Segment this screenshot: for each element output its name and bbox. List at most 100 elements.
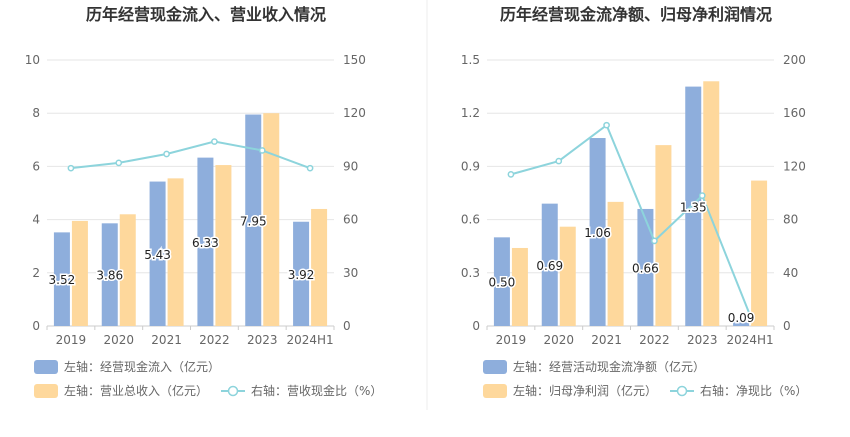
chart1-category-label: 2021 [151,333,182,347]
chart1-left-tick-label: 0 [32,319,40,333]
chart1-category-label: 2022 [199,333,230,347]
chart1-right-tick-label: 90 [343,159,358,173]
chart2-line-point [698,192,706,200]
chart2-category-label: 2021 [591,333,622,347]
chart1-legend-swatch [34,384,58,398]
chart1-line-point [163,150,170,158]
chart1-right-tick-label: 30 [343,266,358,280]
chart2-bar-data-label: 1.35 [680,200,707,214]
chart1-right-tick-label: 60 [343,213,358,227]
chart2-bar-data-label: 0.09 [728,311,755,325]
chart2-legend-swatch [483,384,507,398]
chart2-right-tick-label: 80 [783,213,798,227]
chart2-left-tick-label: 1.2 [461,106,480,120]
chart1-line-point [67,164,75,172]
chart1-right-tick-label: 150 [343,53,366,67]
chart1-left-tick-label: 4 [32,213,40,227]
chart1-category-label: 2020 [103,333,134,347]
chart1-bar-data-label: 3.52 [49,273,76,287]
chart1-bar-data-label: 3.92 [288,268,315,282]
chart2-line-point [746,312,754,319]
chart1-series-line [70,140,311,170]
chart1-bar-a [245,114,262,326]
chart1-line-point [115,159,123,167]
chart2-bar-b [655,145,672,326]
chart2-left-tick-label: 0.3 [461,266,480,280]
chart1-bar-data-label: 6.33 [192,236,219,250]
chart1-category-label: 2024H1 [286,333,333,347]
chart2-legend-marker [676,385,688,397]
chart2-bar-a [541,203,558,326]
chart-2: 历年经营现金流净额、归母净利润情况 0 0.3 0.6 0.9 1.2 1.5 0 40 80 12… [461,5,807,398]
chart1-bar-b [119,214,136,326]
chart2-bar-a [493,237,510,326]
chart2-bar-a [637,208,654,326]
chart2-legend-label: 左轴：归母净利润（亿元） [513,383,657,398]
chart2-bar-data-label: 1.06 [584,226,611,240]
chart1-legend-marker [227,385,239,397]
chart1-legend-label: 右轴：营收现金比（%） [251,383,382,398]
chart2-bar-b [607,201,624,326]
chart2-category-label: 2020 [543,333,574,347]
chart2-right-tick-label: 160 [783,106,806,120]
chart1-right-tick-label: 0 [343,319,351,333]
chart2-bar-b [511,247,528,326]
chart1-right-tick-label: 120 [343,106,366,120]
chart1-bar-a [293,221,310,326]
chart2-bar-b [751,180,768,326]
chart2-bar-data-label: 0.69 [536,259,563,273]
chart2-bar-a [685,86,702,326]
chart2-right-tick-label: 200 [783,53,806,67]
chart2-category-label: 2023 [687,333,718,347]
chart1-bar-b [215,165,232,326]
chart2-line-point [603,121,610,129]
chart2-left-tick-label: 1.5 [461,53,480,67]
chart1-bar-b [263,113,280,326]
chart2-bar-a [589,138,606,326]
chart1-bar-a [149,181,166,326]
chart2-line-point [507,171,515,178]
chart1-bar-b [71,220,88,326]
chart1-left-tick-label: 6 [32,159,40,173]
chart2-legend-swatch [483,360,507,374]
chart1-bar-a [197,157,214,326]
chart2-legend-label: 右轴：净现比（%） [700,383,807,398]
chart2-left-tick-label: 0.9 [461,159,480,173]
chart2-line-point [555,157,563,165]
chart2-bar-data-label: 0.66 [632,261,659,275]
chart2-legend-label: 左轴：经营活动现金流净额（亿元） [513,359,705,374]
chart1-bar-b [167,178,184,326]
chart2-bar-a [733,322,750,326]
chart1-title: 历年经营现金流入、营业收入情况 [86,5,326,24]
chart1-bar-data-label: 5.43 [144,248,171,262]
chart2-right-tick-label: 0 [783,319,791,333]
chart2-bar-data-label: 0.50 [489,276,516,290]
chart1-category-label: 2023 [247,333,278,347]
chart1-line-point [258,147,266,154]
chart2-title: 历年经营现金流净额、归母净利润情况 [500,5,772,24]
chart1-bar-data-label: 3.86 [96,269,123,283]
chart2-right-tick-label: 40 [783,266,798,280]
chart2-bar-b [703,81,720,326]
chart2-right-tick-label: 120 [783,159,806,173]
chart1-category-label: 2019 [56,333,87,347]
chart2-left-tick-label: 0.6 [461,213,480,227]
chart-1: 历年经营现金流入、营业收入情况 0 2 4 6 8 10 0 30 60 90 120 150 2019 2… [25,5,382,398]
chart1-line-point [211,138,218,145]
chart1-legend-swatch [34,360,58,374]
chart1-legend-label: 左轴：营业总收入（亿元） [64,383,208,398]
chart2-left-tick-label: 0 [472,319,480,333]
chart1-line-point [306,164,314,172]
chart2-category-label: 2024H1 [726,333,773,347]
chart1-bar-a [53,232,70,326]
chart2-category-label: 2022 [639,333,670,347]
chart1-bar-data-label: 7.95 [240,214,267,228]
chart2-bar-b [559,226,576,326]
chart2-line-point [651,237,658,245]
chart2-category-label: 2019 [496,333,527,347]
chart1-left-tick-label: 2 [32,266,40,280]
chart1-bar-a [101,223,118,326]
chart1-left-tick-label: 8 [32,106,40,120]
chart1-legend-label: 左轴：经营现金流入（亿元） [64,359,220,374]
